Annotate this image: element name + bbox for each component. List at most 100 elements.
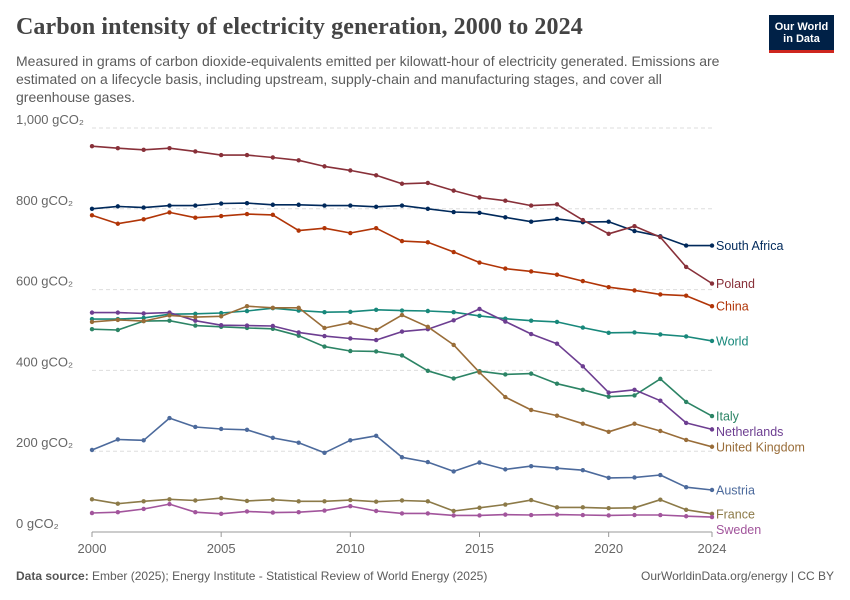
point-china-2019[interactable] (580, 278, 586, 284)
point-france-2010[interactable] (348, 497, 353, 503)
point-poland-2020[interactable] (606, 231, 611, 237)
point-sweden-2011[interactable] (373, 508, 379, 514)
point-china-2015[interactable] (477, 260, 482, 265)
point-poland-2000[interactable] (89, 143, 95, 149)
point-poland-2003[interactable] (167, 146, 172, 151)
point-france-2022[interactable] (658, 497, 663, 502)
point-south-africa-2016[interactable] (503, 215, 508, 220)
point-china-2000[interactable] (89, 213, 95, 218)
point-france-2008[interactable] (296, 499, 301, 504)
point-sweden-2010[interactable] (348, 503, 353, 509)
point-south-africa-2015[interactable] (477, 210, 482, 216)
point-world-2010[interactable] (348, 309, 353, 315)
point-netherlands-2000[interactable] (89, 310, 95, 315)
point-china-2013[interactable] (425, 240, 431, 245)
point-china-2011[interactable] (373, 225, 379, 231)
point-sweden-2009[interactable] (322, 508, 327, 513)
point-italy-2001[interactable] (115, 327, 121, 333)
point-united-kingdom-2012[interactable] (399, 312, 405, 318)
point-world-2020[interactable] (606, 330, 611, 336)
series-france[interactable] (89, 495, 715, 517)
point-united-kingdom-2016[interactable] (503, 394, 508, 400)
point-italy-2010[interactable] (348, 348, 353, 354)
point-south-africa-2006[interactable] (244, 200, 250, 206)
point-united-kingdom-2009[interactable] (322, 325, 327, 331)
point-austria-2017[interactable] (528, 463, 534, 469)
point-china-2020[interactable] (606, 284, 611, 290)
point-france-2003[interactable] (167, 497, 172, 502)
point-world-2018[interactable] (554, 319, 560, 325)
point-netherlands-2010[interactable] (348, 336, 353, 341)
point-sweden-2015[interactable] (477, 513, 482, 518)
point-austria-2001[interactable] (115, 437, 121, 442)
point-sweden-2016[interactable] (503, 512, 508, 517)
point-united-kingdom-2003[interactable] (167, 313, 172, 318)
point-south-africa-2000[interactable] (89, 206, 95, 211)
point-south-africa-2021[interactable] (632, 228, 637, 234)
series-poland[interactable] (89, 143, 715, 286)
point-china-2010[interactable] (348, 230, 353, 236)
point-china-2017[interactable] (528, 269, 534, 274)
point-united-kingdom-2020[interactable] (606, 429, 611, 435)
point-united-kingdom-2007[interactable] (270, 305, 276, 310)
point-netherlands-2008[interactable] (296, 330, 301, 335)
point-south-africa-2005[interactable] (218, 201, 224, 206)
point-netherlands-2012[interactable] (399, 329, 405, 334)
point-netherlands-2017[interactable] (528, 331, 534, 337)
point-south-africa-2018[interactable] (554, 216, 560, 222)
point-south-africa-2011[interactable] (373, 204, 379, 209)
series-label-austria[interactable]: Austria (716, 483, 755, 497)
point-sweden-2008[interactable] (296, 510, 301, 515)
point-south-africa-2008[interactable] (296, 202, 301, 207)
point-netherlands-2014[interactable] (451, 318, 456, 323)
point-south-africa-2020[interactable] (606, 219, 611, 224)
point-france-2016[interactable] (503, 502, 508, 507)
point-poland-2019[interactable] (580, 217, 586, 223)
point-netherlands-2002[interactable] (141, 311, 146, 316)
point-united-kingdom-2023[interactable] (683, 437, 689, 443)
point-world-2013[interactable] (425, 308, 431, 314)
point-netherlands-2022[interactable] (658, 398, 663, 403)
point-sweden-2017[interactable] (528, 512, 534, 518)
series-label-italy[interactable]: Italy (716, 410, 740, 424)
point-france-2014[interactable] (451, 508, 456, 514)
point-austria-2011[interactable] (373, 433, 379, 439)
series-line-italy[interactable] (91, 319, 713, 417)
point-china-2016[interactable] (503, 266, 508, 271)
point-france-2004[interactable] (193, 498, 198, 503)
point-austria-2016[interactable] (503, 467, 508, 472)
point-austria-2010[interactable] (348, 438, 353, 443)
point-netherlands-2015[interactable] (477, 306, 482, 312)
point-poland-2016[interactable] (503, 198, 508, 203)
point-austria-2006[interactable] (244, 427, 250, 432)
point-france-2000[interactable] (89, 497, 95, 502)
series-netherlands[interactable] (89, 306, 715, 432)
point-south-africa-2024[interactable] (709, 243, 715, 248)
point-china-2022[interactable] (658, 292, 663, 297)
point-united-kingdom-2019[interactable] (580, 421, 586, 426)
point-austria-2014[interactable] (451, 469, 456, 474)
point-france-2023[interactable] (683, 507, 689, 512)
point-world-2019[interactable] (580, 325, 586, 330)
point-china-2012[interactable] (399, 238, 405, 244)
point-austria-2003[interactable] (167, 415, 172, 421)
point-netherlands-2023[interactable] (683, 420, 689, 426)
point-italy-2000[interactable] (89, 326, 95, 332)
point-sweden-2018[interactable] (554, 512, 560, 517)
point-netherlands-2001[interactable] (115, 310, 121, 315)
point-netherlands-2004[interactable] (193, 318, 198, 323)
point-austria-2005[interactable] (218, 426, 224, 432)
point-world-2009[interactable] (322, 310, 327, 315)
point-austria-2013[interactable] (425, 459, 431, 465)
point-united-kingdom-2018[interactable] (554, 413, 560, 418)
point-world-2006[interactable] (244, 308, 250, 314)
point-united-kingdom-2008[interactable] (296, 305, 301, 310)
point-poland-2015[interactable] (477, 195, 482, 200)
series-united-kingdom[interactable] (89, 303, 715, 449)
point-south-africa-2004[interactable] (193, 203, 198, 208)
point-china-2014[interactable] (451, 249, 456, 255)
point-austria-2004[interactable] (193, 424, 198, 430)
point-united-kingdom-2015[interactable] (477, 370, 482, 375)
point-italy-2004[interactable] (193, 323, 198, 328)
point-sweden-2002[interactable] (141, 506, 146, 512)
